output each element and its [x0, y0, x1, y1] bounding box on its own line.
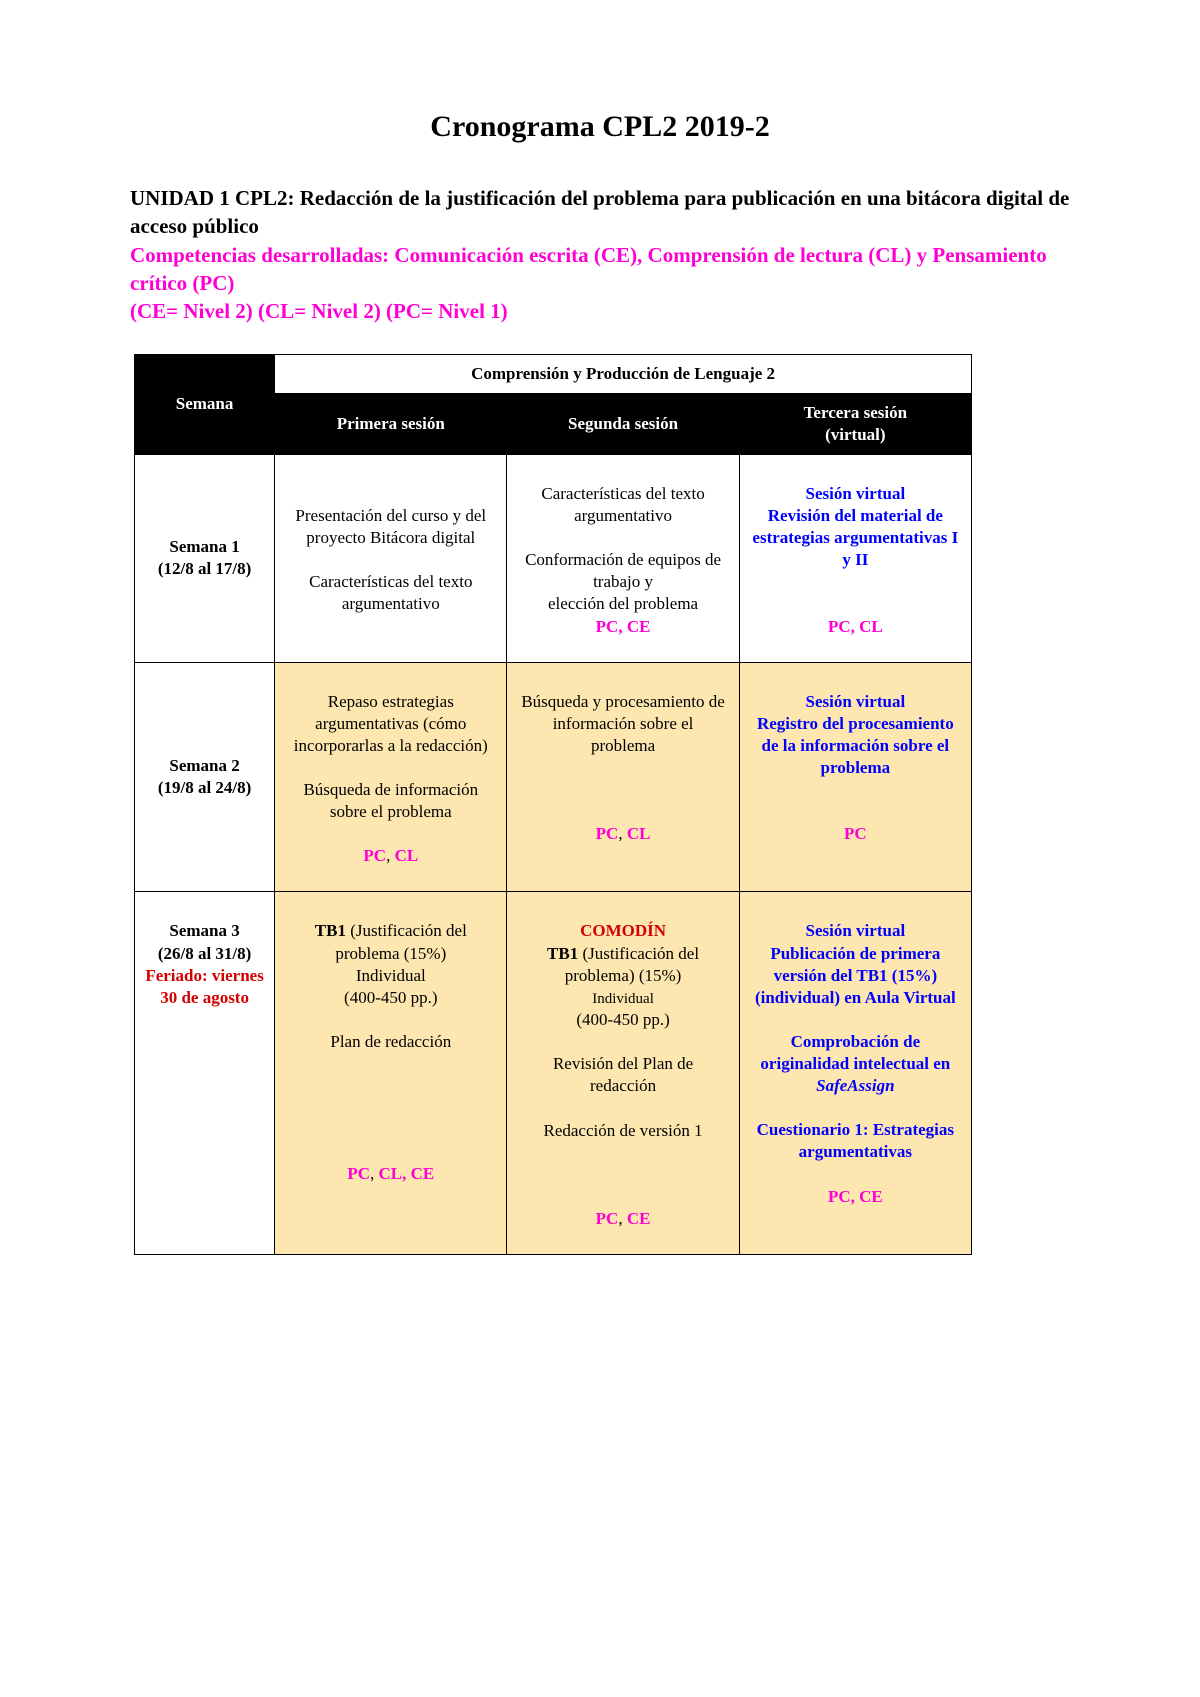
page-title: Cronograma CPL2 2019-2 — [130, 110, 1070, 144]
session-cell-1: TB1 (Justificación del problema (15%)Ind… — [275, 892, 507, 1255]
week-cell: Semana 2(19/8 al 24/8) — [135, 662, 275, 892]
schedule-table: Semana Comprensión y Producción de Lengu… — [134, 354, 972, 1255]
session-cell-1: Repaso estrategias argumentativas (cómo … — [275, 662, 507, 892]
header-session-1: Primera sesión — [275, 393, 507, 454]
session-cell-1: Presentación del curso y del proyecto Bi… — [275, 455, 507, 663]
header-row-1: Semana Comprensión y Producción de Lengu… — [135, 354, 972, 393]
unit-competencies-line1: Competencias desarrolladas: Comunicación… — [130, 241, 1070, 298]
header-semana: Semana — [135, 354, 275, 454]
week-cell: Semana 1(12/8 al 17/8) — [135, 455, 275, 663]
header-session-3: Tercera sesión(virtual) — [739, 393, 971, 454]
unit-black-line: UNIDAD 1 CPL2: Redacción de la justifica… — [130, 184, 1070, 241]
session-cell-2: Búsqueda y procesamiento de información … — [507, 662, 739, 892]
table-row: Semana 3(26/8 al 31/8)Feriado: viernes 3… — [135, 892, 972, 1255]
header-course: Comprensión y Producción de Lenguaje 2 — [275, 354, 972, 393]
session-cell-3: Sesión virtualPublicación de primera ver… — [739, 892, 971, 1255]
header-session-2: Segunda sesión — [507, 393, 739, 454]
table-row: Semana 1(12/8 al 17/8)Presentación del c… — [135, 455, 972, 663]
session-cell-3: Sesión virtualRegistro del procesamiento… — [739, 662, 971, 892]
session-cell-2: Características del texto argumentativoC… — [507, 455, 739, 663]
session-cell-2: COMODÍNTB1 (Justificación del problema) … — [507, 892, 739, 1255]
session-cell-3: Sesión virtualRevisión del material de e… — [739, 455, 971, 663]
unit-description: UNIDAD 1 CPL2: Redacción de la justifica… — [130, 184, 1070, 326]
unit-competencies-line2: (CE= Nivel 2) (CL= Nivel 2) (PC= Nivel 1… — [130, 297, 1070, 325]
week-cell: Semana 3(26/8 al 31/8)Feriado: viernes 3… — [135, 892, 275, 1255]
table-row: Semana 2(19/8 al 24/8)Repaso estrategias… — [135, 662, 972, 892]
